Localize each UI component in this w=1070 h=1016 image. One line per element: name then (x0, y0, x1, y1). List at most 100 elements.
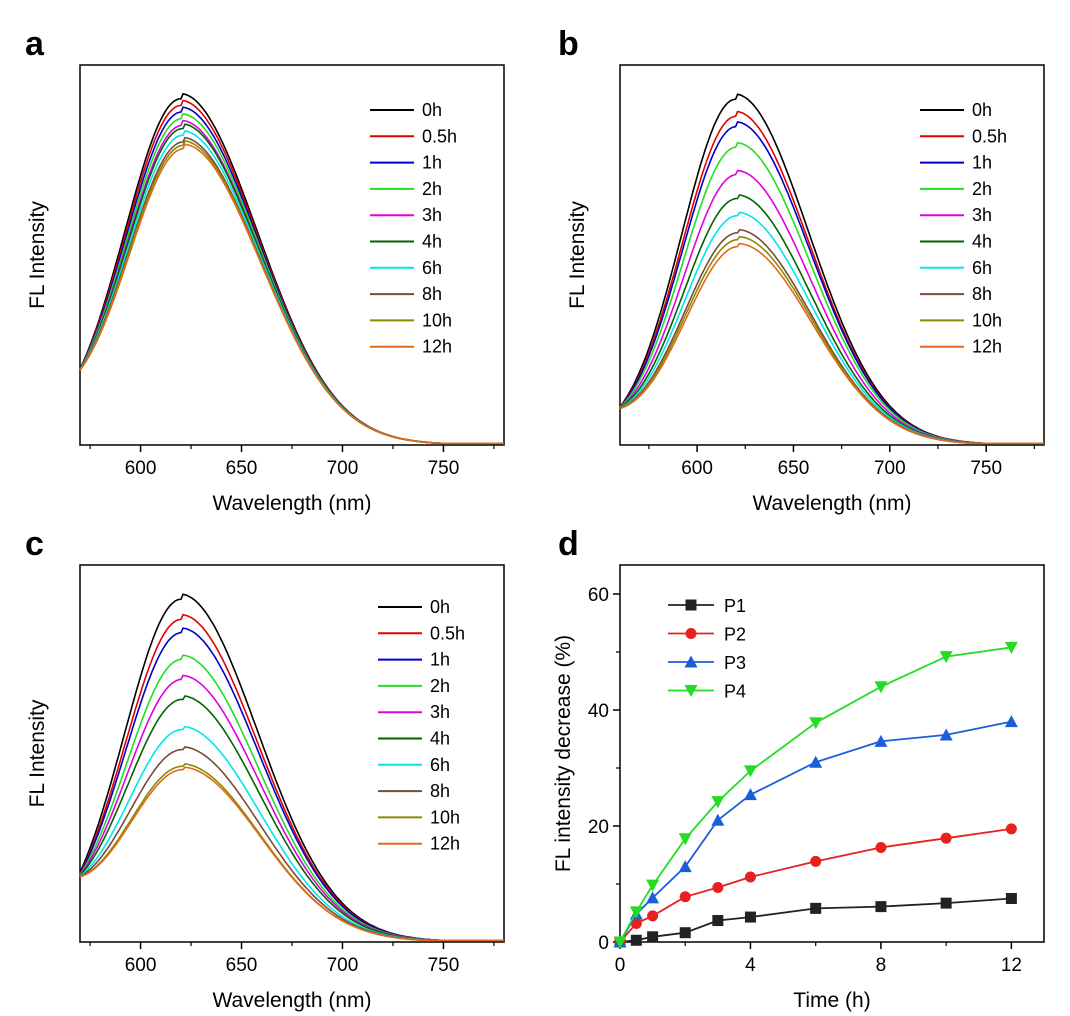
panel-d: d 0 4 8 12 Time (h) FL intensity decrease (%) 0… (552, 525, 1045, 1012)
legend-marker-P4 (684, 685, 698, 697)
y-tick-label: 0 (598, 933, 609, 954)
data-point-P3 (678, 860, 692, 873)
data-point-P1 (679, 927, 691, 939)
data-point-P2 (647, 910, 659, 922)
panel-c: c 600 650 700 750 Wavelength (nm) FL Intensity… (25, 525, 505, 1012)
data-point-P4 (743, 765, 757, 778)
panel-a: a 600 650 700 750 Wavelength (nm) FL Intensity… (25, 25, 505, 515)
legend-marker-P2 (685, 628, 697, 639)
legend-label-0.5h: 0.5h (972, 126, 1007, 146)
data-point-P4 (1004, 641, 1018, 654)
x-tick-label: 750 (428, 458, 460, 479)
x-tick-label: 650 (226, 955, 258, 976)
data-point-P2 (1005, 823, 1017, 835)
panel-letter-c: c (25, 525, 44, 563)
legend-label-1h: 1h (972, 153, 992, 173)
y-axis-label: FL Intensity (566, 201, 589, 309)
data-point-P4 (939, 651, 953, 664)
data-point-P2 (712, 881, 724, 893)
legend-label-0h: 0h (430, 597, 450, 617)
series-line-P4 (619, 646, 1012, 943)
data-point-P2 (679, 891, 691, 903)
data-point-P4 (874, 681, 888, 694)
legend-label-1h: 1h (430, 650, 450, 670)
panel-letter-b: b (558, 25, 579, 63)
legend-label-3h: 3h (430, 702, 450, 722)
data-point-P3 (646, 891, 660, 904)
data-point-P3 (1004, 715, 1018, 728)
legend-label-8h: 8h (422, 284, 442, 304)
legend-label-4h: 4h (430, 729, 450, 749)
y-axis-label: FL intensity decrease (%) (552, 635, 575, 872)
data-point-P4 (613, 936, 627, 949)
y-tick-label: 60 (588, 585, 609, 606)
data-point-P2 (810, 855, 822, 867)
data-point-P4 (711, 796, 725, 809)
x-tick-label: 750 (970, 458, 1002, 479)
data-point-P4 (678, 833, 692, 846)
x-tick-label: 700 (327, 955, 359, 976)
x-tick-label: 700 (327, 458, 359, 479)
data-point-P1 (940, 897, 952, 909)
data-point-P1 (1005, 893, 1017, 904)
legend-label-2h: 2h (972, 179, 992, 199)
legend-label-0h: 0h (972, 100, 992, 120)
x-tick-label: 750 (428, 955, 460, 976)
data-point-P4 (629, 906, 643, 919)
legend-label-12h: 12h (422, 337, 452, 357)
data-point-P3 (743, 788, 757, 801)
legend-marker-P3 (684, 655, 698, 668)
legend-label-2h: 2h (422, 179, 442, 199)
legend-label-0h: 0h (422, 100, 442, 120)
legend-label-6h: 6h (430, 755, 450, 775)
x-tick-label: 0 (615, 955, 626, 976)
data-point-P2 (744, 871, 756, 883)
x-tick-label: 600 (125, 458, 157, 479)
legend-label-8h: 8h (972, 284, 992, 304)
x-tick-label: 650 (226, 458, 258, 479)
y-tick-label: 20 (588, 817, 609, 838)
plot-frame (79, 564, 505, 943)
series-line-12h (79, 766, 504, 942)
x-axis-label: Wavelength (nm) (212, 989, 371, 1012)
series-line-12h (619, 242, 1044, 445)
data-point-P4 (809, 717, 823, 730)
legend-label-P1: P1 (724, 596, 746, 616)
legend-label-10h: 10h (972, 310, 1002, 330)
legend-label-0.5h: 0.5h (422, 126, 457, 146)
x-tick-label: 600 (125, 955, 157, 976)
data-point-P4 (646, 879, 660, 892)
x-tick-label: 700 (874, 458, 906, 479)
legend-label-4h: 4h (972, 232, 992, 252)
data-point-P1 (810, 902, 822, 914)
data-point-P3 (874, 734, 888, 747)
x-tick-label: 8 (876, 955, 887, 976)
data-point-P1 (875, 901, 887, 913)
plot-frame (619, 64, 1045, 446)
data-point-P1 (647, 931, 659, 943)
data-point-P3 (939, 728, 953, 741)
x-tick-label: 12 (1001, 955, 1022, 976)
x-axis-label: Wavelength (nm) (212, 492, 371, 515)
data-point-P2 (940, 832, 952, 844)
legend-label-6h: 6h (972, 258, 992, 278)
legend-label-3h: 3h (972, 205, 992, 225)
legend-label-4h: 4h (422, 232, 442, 252)
y-axis-label: FL Intensity (26, 699, 49, 807)
data-point-P1 (630, 934, 642, 946)
data-point-P1 (744, 911, 756, 923)
panel-letter-d: d (558, 525, 579, 563)
legend-label-1h: 1h (422, 153, 442, 173)
data-point-P2 (630, 917, 642, 929)
legend-label-6h: 6h (422, 258, 442, 278)
data-point-P2 (875, 841, 887, 853)
data-point-P3 (711, 813, 725, 826)
series-line-P1 (619, 897, 1012, 943)
x-tick-label: 600 (681, 458, 713, 479)
legend-label-10h: 10h (430, 807, 460, 827)
plot-frame (619, 564, 1045, 943)
data-point-P1 (712, 915, 724, 927)
x-tick-label: 650 (778, 458, 810, 479)
x-axis-label: Wavelength (nm) (752, 492, 911, 515)
